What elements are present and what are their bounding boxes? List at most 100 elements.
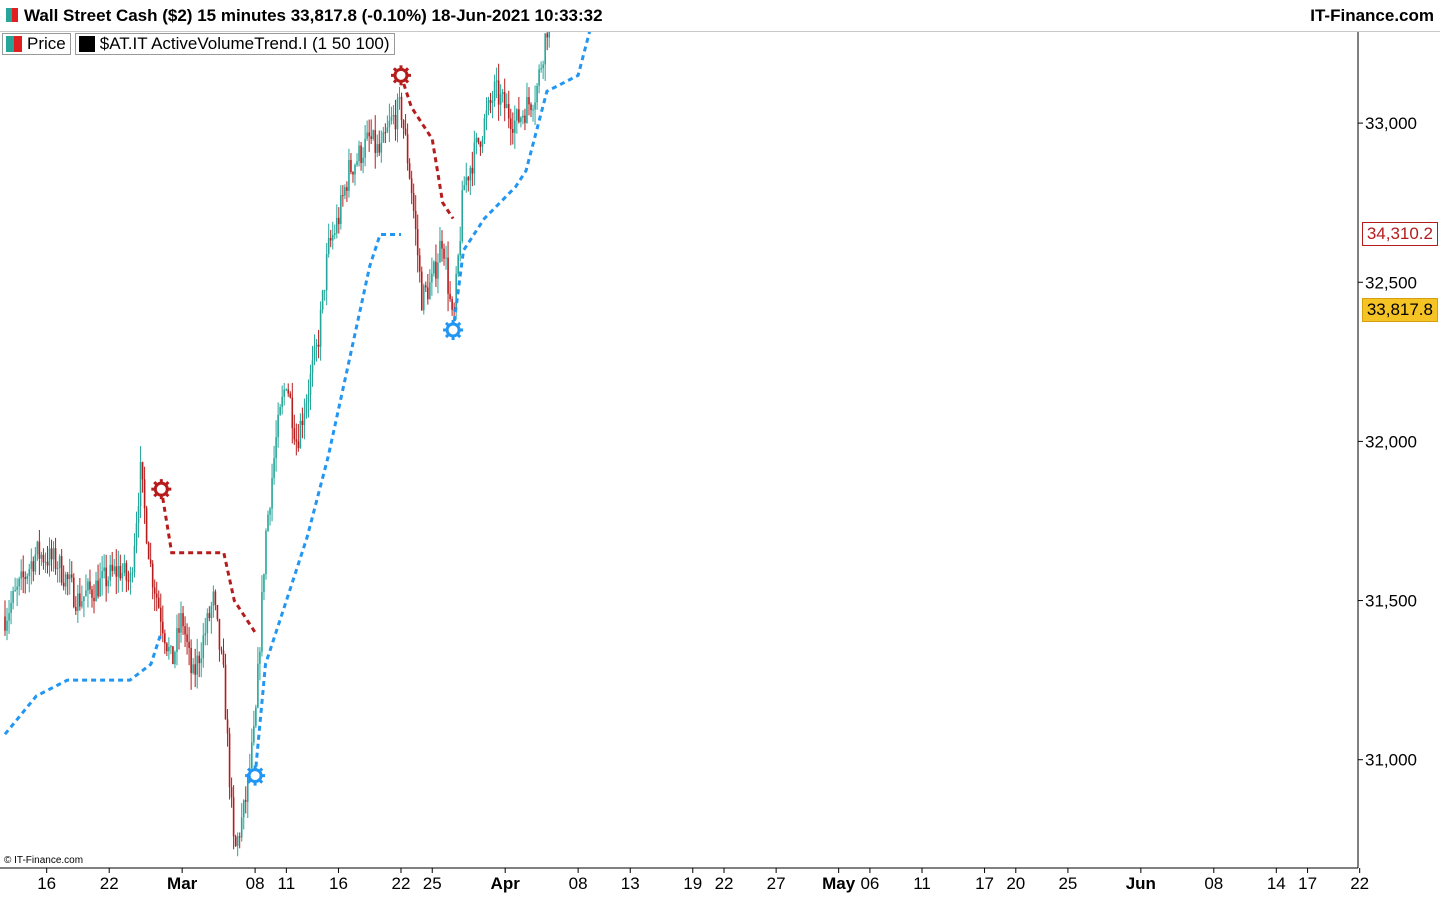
candle-body	[273, 458, 275, 478]
candle-body	[93, 597, 95, 602]
candle-body	[295, 439, 298, 442]
x-tick-label: 06	[860, 874, 879, 893]
y-tick-label: 31,000	[1365, 751, 1417, 770]
candle-body	[439, 240, 441, 263]
candle-body	[427, 287, 429, 300]
candle-body	[103, 567, 105, 572]
candle-body	[188, 641, 190, 648]
candle-body	[420, 271, 423, 311]
candle-body	[414, 210, 417, 230]
candle-body	[380, 142, 383, 153]
candle-body	[315, 344, 318, 347]
y-tick-label: 32,500	[1365, 273, 1417, 292]
candle-body	[178, 628, 180, 633]
candle-body	[269, 508, 271, 515]
x-tick-label: 08	[569, 874, 588, 893]
candle-body	[4, 616, 6, 631]
candle-body	[6, 620, 8, 631]
candle-body	[473, 142, 476, 174]
candle-body	[174, 651, 176, 665]
candle-body	[307, 394, 310, 403]
candle-body	[200, 658, 203, 664]
candle-body	[75, 606, 77, 611]
candle-body	[263, 574, 265, 592]
legend-item-indicator[interactable]: $AT.IT ActiveVolumeTrend.I (1 50 100)	[74, 33, 395, 55]
x-axis: 16 22 Mar 08 11 16 22 25 Apr 08 13 19 22 27 May 06 11 17 2…	[37, 868, 1369, 893]
candle-body	[18, 578, 20, 587]
candle-body	[404, 128, 407, 135]
candle-body	[111, 564, 114, 571]
y-axis: 31,00031,50032,00032,50033,00033,50034,0…	[0, 32, 1417, 869]
candle-body	[509, 118, 512, 130]
candle-body	[538, 69, 540, 86]
candle-body	[149, 559, 152, 564]
candle-body	[299, 420, 302, 449]
candle-body	[390, 116, 393, 121]
candle-body	[91, 589, 93, 598]
candle-body	[60, 556, 63, 583]
candle-body	[145, 508, 148, 543]
x-tick-label: 08	[1204, 874, 1223, 893]
indicator-resistance-line	[159, 488, 257, 634]
candle-body	[8, 613, 10, 621]
candle-body	[329, 237, 332, 241]
candle-body	[153, 587, 156, 594]
candle-body	[281, 396, 283, 408]
candle-body	[461, 190, 464, 242]
candle-body	[481, 139, 484, 147]
candle-body	[388, 120, 391, 128]
candle-body	[194, 664, 196, 675]
candle-body	[58, 556, 61, 569]
candle-body	[507, 104, 510, 119]
candle-body	[127, 580, 130, 582]
candle-body	[240, 817, 243, 838]
candle-body	[261, 591, 263, 652]
candle-body	[79, 593, 81, 607]
candle-body	[501, 92, 504, 95]
candle-body	[64, 574, 67, 587]
candle-body	[463, 185, 466, 191]
candle-body	[366, 132, 368, 139]
candle-body	[378, 144, 381, 153]
x-tick-label: 25	[1058, 874, 1077, 893]
x-tick-label: 20	[1006, 874, 1025, 893]
candle-body	[12, 590, 14, 603]
price-chart[interactable]: 31,00031,50032,00032,50033,00033,50034,0…	[0, 32, 1440, 900]
candle-body	[362, 157, 364, 164]
x-tick-label: 22	[715, 874, 734, 893]
legend-label-price: Price	[27, 34, 66, 53]
x-tick-label: Apr	[491, 874, 521, 893]
candle-body	[38, 541, 41, 559]
candle-body	[364, 138, 366, 158]
candle-body	[485, 110, 488, 119]
candle-body	[536, 85, 538, 103]
candle-body	[62, 582, 65, 587]
candle-body	[400, 96, 403, 121]
candle-body	[291, 397, 294, 429]
price-swatch-icon	[6, 36, 22, 52]
candle-body	[143, 479, 146, 509]
x-tick-label: 25	[423, 874, 442, 893]
candle-body	[342, 195, 344, 197]
candle-body	[475, 137, 478, 143]
candle-body	[56, 568, 59, 570]
candle-body	[133, 545, 136, 573]
candle-body	[234, 836, 237, 847]
y-tick-label: 31,500	[1365, 592, 1417, 611]
candle-body	[335, 217, 338, 234]
candle-body	[147, 542, 150, 560]
instrument-flag-icon	[6, 8, 18, 22]
support-signal-icon	[443, 319, 464, 340]
candle-body	[354, 165, 356, 175]
candle-body	[477, 137, 480, 143]
candle-body	[186, 634, 188, 642]
candle-body	[267, 514, 269, 531]
candle-body	[34, 554, 37, 572]
legend-item-price[interactable]: Price	[2, 33, 71, 55]
candle-body	[157, 597, 160, 608]
candle-body	[271, 477, 273, 509]
candle-body	[32, 561, 35, 572]
candle-body	[251, 742, 253, 769]
candle-body	[443, 248, 445, 259]
candle-body	[155, 593, 158, 598]
